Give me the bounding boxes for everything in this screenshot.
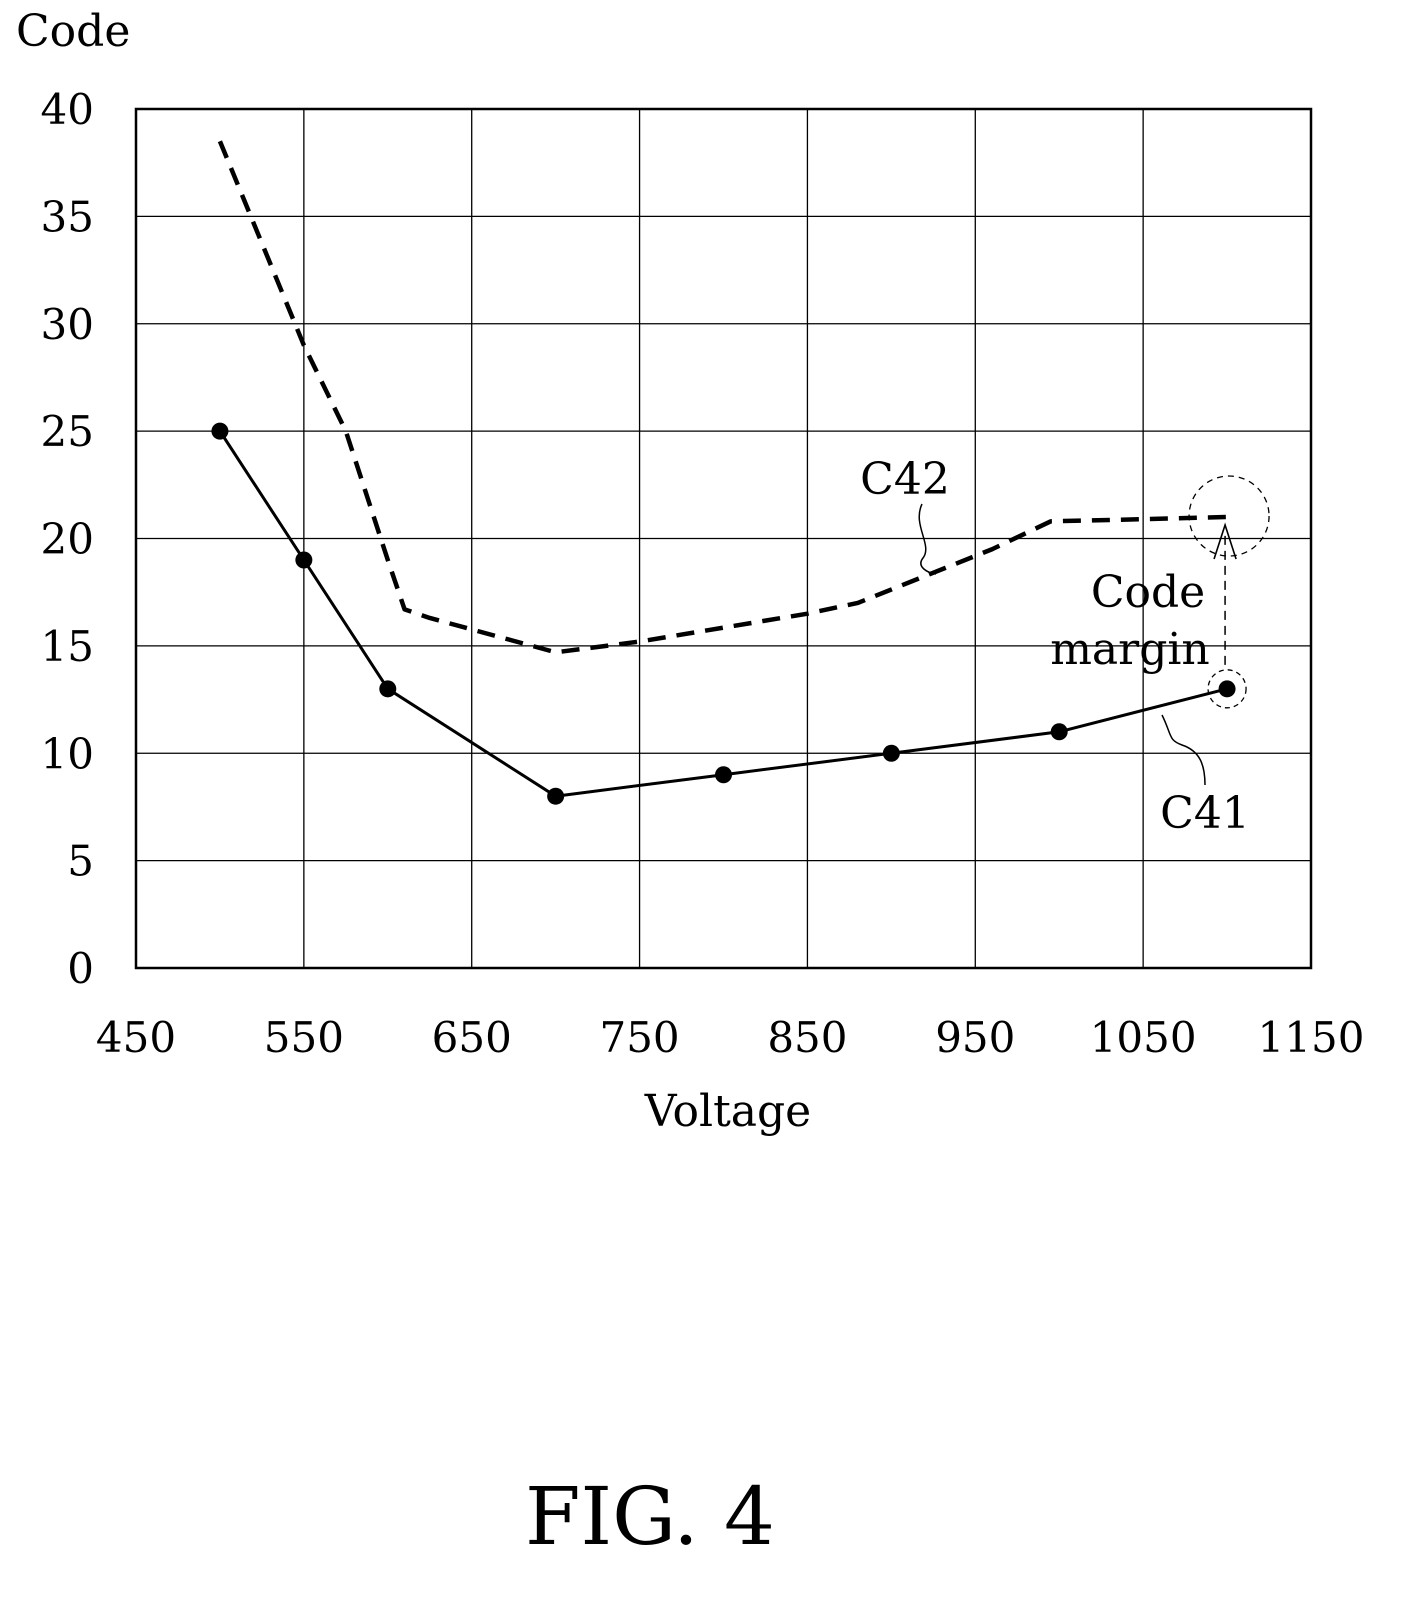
series-line-c41: [218, 430, 1228, 798]
margin-highlight-circle-upper: [1188, 475, 1270, 557]
margin-highlight-circle-lower: [1207, 669, 1247, 709]
x-axis-label: Voltage: [644, 1086, 811, 1137]
y-tick-label: 20: [41, 515, 94, 564]
series-label-c42: C42: [860, 454, 950, 505]
y-axis-label: Code: [16, 6, 130, 57]
data-point-c41: [1050, 723, 1068, 741]
x-tick-label: 550: [264, 1013, 344, 1062]
grid: [135, 108, 1312, 969]
figure-label: FIG. 4: [525, 1470, 775, 1563]
data-point-c41: [295, 551, 313, 569]
x-tick-label: 450: [96, 1013, 176, 1062]
x-tick-label: 950: [935, 1013, 1015, 1062]
x-tick-labels: 450 550 650 750 850 950 1050 1150: [96, 1013, 1365, 1062]
data-point-c41: [715, 766, 732, 784]
x-tick-label: 1050: [1090, 1013, 1197, 1062]
series-layer: [211, 140, 1236, 805]
y-tick-label: 30: [41, 300, 94, 349]
plot-frame: [134, 107, 1313, 970]
x-tick-label: 1150: [1258, 1013, 1365, 1062]
y-tick-label: 0: [67, 944, 94, 993]
y-tick-label: 35: [41, 192, 94, 241]
annotation-layer: Code margin C42 C41: [860, 454, 1270, 839]
leader-line-c42: [918, 503, 937, 575]
data-point-c41: [547, 787, 565, 805]
data-point-c41: [882, 744, 900, 762]
x-tick-label: 850: [767, 1013, 847, 1062]
y-tick-label: 15: [41, 622, 94, 671]
x-tick-label: 750: [599, 1013, 679, 1062]
x-tick-label: 650: [432, 1013, 512, 1062]
code-margin-label-line1: Code: [1091, 567, 1205, 618]
y-tick-label: 40: [41, 85, 94, 134]
y-tick-label: 10: [41, 729, 94, 778]
data-point-c41: [211, 422, 229, 440]
series-line-c42: [217, 140, 1228, 655]
data-point-c41: [379, 680, 397, 698]
data-point-c41: [1218, 680, 1236, 698]
y-tick-label: 5: [67, 837, 94, 886]
y-tick-label: 25: [41, 407, 94, 456]
series-label-c41: C41: [1160, 788, 1250, 839]
code-margin-label-line2: margin: [1050, 624, 1210, 675]
leader-line-c41: [1161, 714, 1206, 786]
y-tick-labels: 0 5 10 15 20 25 30 35 40: [41, 85, 94, 993]
code-margin-arrowhead: [1213, 522, 1237, 560]
